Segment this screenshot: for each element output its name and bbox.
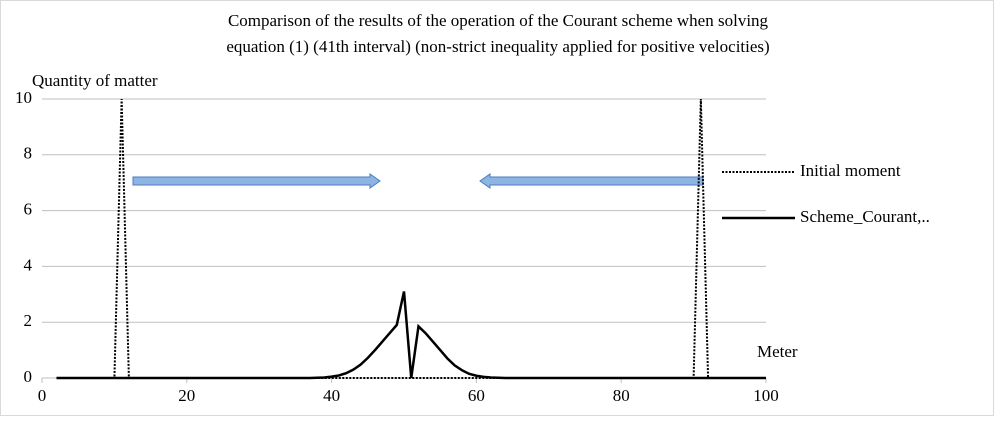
x-tick-label: 40 — [323, 386, 340, 405]
y-tick-label: 10 — [15, 88, 32, 107]
arrow — [132, 173, 704, 189]
y-tick-label: 2 — [24, 311, 33, 330]
x-tick-label: 0 — [38, 386, 47, 405]
x-tick-label: 80 — [613, 386, 630, 405]
y-tick-label: 6 — [24, 200, 33, 219]
y-axis-label: Quantity of matter — [32, 71, 158, 90]
x-tick-label: 60 — [468, 386, 485, 405]
x-tick-label: 20 — [178, 386, 195, 405]
line-series — [56, 291, 766, 380]
y-tick-label: 8 — [24, 144, 33, 163]
line-series — [56, 98, 766, 379]
chart-title: equation (1) (41th interval) (non-strict… — [226, 37, 769, 56]
y-tick-label: 4 — [24, 255, 33, 274]
legend-label: Initial moment — [800, 161, 901, 180]
y-tick-label: 0 — [24, 367, 33, 386]
x-tick-label: 100 — [753, 386, 779, 405]
chart-title: Comparison of the results of the operati… — [228, 11, 769, 30]
legend-label: Scheme_Courant,.. — [800, 207, 930, 226]
x-axis-label: Meter — [757, 342, 798, 361]
